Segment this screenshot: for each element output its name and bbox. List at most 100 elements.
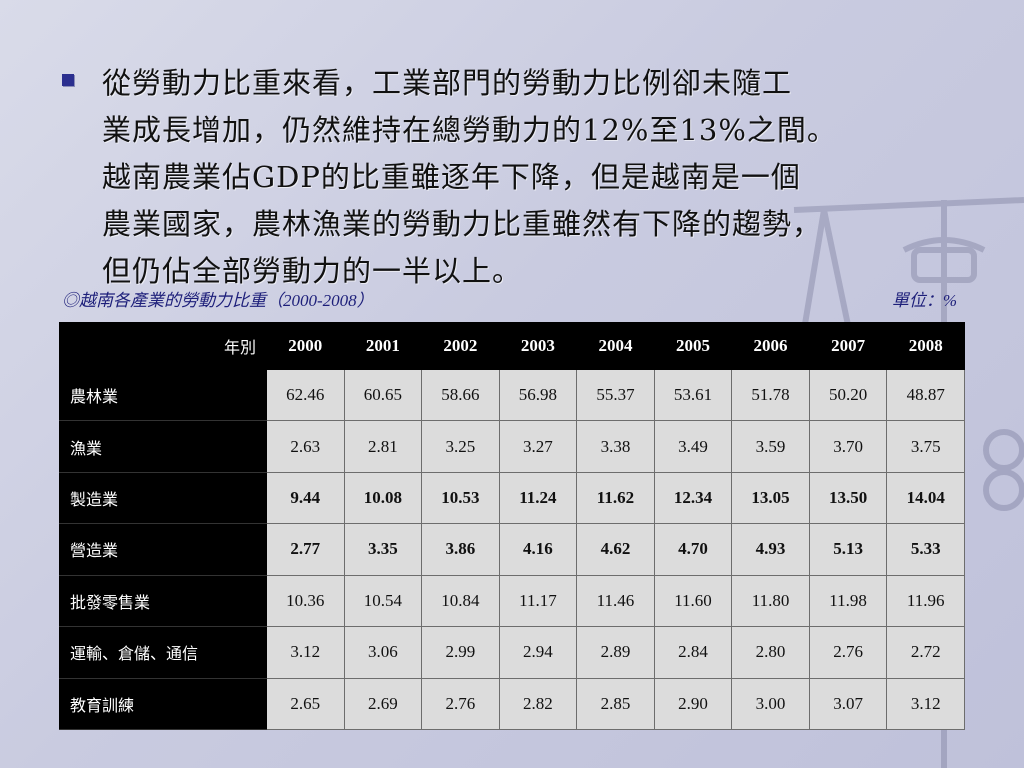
table-cell: 50.20 xyxy=(808,368,888,422)
table-cell: 56.98 xyxy=(498,368,578,422)
table-cell: 2.65 xyxy=(266,677,345,731)
unit-label: 單位：% xyxy=(891,291,957,310)
table-cell: 11.46 xyxy=(576,574,655,628)
bullet-line: 從勞動力比重來看，工業部門的勞動力比例卻未隨工 xyxy=(102,66,793,100)
year-header: 2005 xyxy=(653,322,733,370)
table-cell: 13.50 xyxy=(808,471,888,525)
table-cell: 3.70 xyxy=(808,420,888,473)
table-cell: 51.78 xyxy=(731,368,810,422)
labor-share-table: 年別 2000 2001 2002 2003 2004 2005 2006 20… xyxy=(59,322,965,731)
table-cell: 3.06 xyxy=(343,626,423,679)
table-cell: 2.72 xyxy=(886,626,965,679)
table-cell: 12.34 xyxy=(653,471,733,525)
table-cell: 3.59 xyxy=(731,420,810,473)
table-cell: 11.24 xyxy=(498,471,578,525)
row-label: 製造業 xyxy=(59,471,267,525)
header-row: 年別 2000 2001 2002 2003 2004 2005 2006 20… xyxy=(59,322,965,370)
table-cell: 3.25 xyxy=(421,420,500,473)
bullet-line: 但仍佔全部勞動力的一半以上。 xyxy=(102,254,523,288)
table-row: 農林業 62.46 60.65 58.66 56.98 55.37 53.61 51.78 50… xyxy=(59,368,965,422)
row-label: 營造業 xyxy=(59,523,267,576)
year-header: 2007 xyxy=(808,322,888,370)
table-cell: 3.07 xyxy=(808,677,888,731)
table-cell: 2.76 xyxy=(421,677,500,731)
table-cell: 10.08 xyxy=(343,471,423,525)
table-cell: 3.35 xyxy=(343,523,423,576)
table-cell: 2.81 xyxy=(343,420,423,473)
year-header: 2008 xyxy=(886,322,965,370)
table-cell: 10.53 xyxy=(421,471,500,525)
bullet-line: 農業國家，農林漁業的勞動力比重雖然有下降的趨勢， xyxy=(102,207,823,241)
table-cell: 62.46 xyxy=(266,368,345,422)
table-cell: 3.12 xyxy=(266,626,345,679)
table-cell: 58.66 xyxy=(421,368,500,422)
table-cell: 3.49 xyxy=(653,420,733,473)
table-cell: 10.36 xyxy=(266,574,345,628)
table-cell: 4.70 xyxy=(653,523,733,576)
table-caption: ◎越南各產業的勞動力比重（2000-2008） 單位：% xyxy=(62,286,957,312)
table-cell: 10.54 xyxy=(343,574,423,628)
year-header: 2002 xyxy=(421,322,500,370)
table-cell: 9.44 xyxy=(266,471,345,525)
table-cell: 11.80 xyxy=(731,574,810,628)
row-label: 教育訓練 xyxy=(59,677,267,731)
row-label: 漁業 xyxy=(59,420,267,473)
table-cell: 4.93 xyxy=(731,523,810,576)
table-cell: 13.05 xyxy=(731,471,810,525)
table-cell: 3.00 xyxy=(731,677,810,731)
table-cell: 3.86 xyxy=(421,523,500,576)
table-cell: 60.65 xyxy=(343,368,423,422)
table-cell: 11.96 xyxy=(886,574,965,628)
table-cell: 5.33 xyxy=(886,523,965,576)
table-cell: 53.61 xyxy=(653,368,733,422)
table-cell: 2.77 xyxy=(266,523,345,576)
table-title: ◎越南各產業的勞動力比重（2000-2008） xyxy=(62,291,374,310)
bullet-square-icon xyxy=(62,74,74,86)
table-cell: 11.98 xyxy=(808,574,888,628)
table-cell: 48.87 xyxy=(886,368,965,422)
bullet-paragraph: 從勞動力比重來看，工業部門的勞動力比例卻未隨工 業成長增加，仍然維持在總勞動力的… xyxy=(62,60,962,295)
table-cell: 4.16 xyxy=(498,523,578,576)
table-row: 製造業 9.44 10.08 10.53 11.24 11.62 12.34 13.05 13.… xyxy=(59,471,965,525)
year-header-label: 年別 xyxy=(59,322,267,370)
table-cell: 55.37 xyxy=(576,368,655,422)
table-cell: 11.62 xyxy=(576,471,655,525)
table-cell: 2.94 xyxy=(498,626,578,679)
table-cell: 2.84 xyxy=(653,626,733,679)
table-cell: 2.63 xyxy=(266,420,345,473)
year-header: 2004 xyxy=(576,322,655,370)
table-cell: 3.38 xyxy=(576,420,655,473)
table-cell: 3.75 xyxy=(886,420,965,473)
table-cell: 2.90 xyxy=(653,677,733,731)
table-body: 農林業 62.46 60.65 58.66 56.98 55.37 53.61 51.78 50… xyxy=(59,368,965,731)
table-cell: 14.04 xyxy=(886,471,965,525)
row-label: 農林業 xyxy=(59,368,267,422)
table-cell: 2.80 xyxy=(731,626,810,679)
year-header: 2000 xyxy=(266,322,345,370)
table-cell: 2.99 xyxy=(421,626,500,679)
table-cell: 3.27 xyxy=(498,420,578,473)
year-header: 2006 xyxy=(731,322,810,370)
table-row: 營造業 2.77 3.35 3.86 4.16 4.62 4.70 4.93 5.13 5.33 xyxy=(59,523,965,576)
table-cell: 2.82 xyxy=(498,677,578,731)
table-cell: 2.69 xyxy=(343,677,423,731)
table-cell: 3.12 xyxy=(886,677,965,731)
table-cell: 11.17 xyxy=(498,574,578,628)
table-cell: 5.13 xyxy=(808,523,888,576)
year-header: 2001 xyxy=(343,322,423,370)
table-cell: 4.62 xyxy=(576,523,655,576)
table-cell: 11.60 xyxy=(653,574,733,628)
table-cell: 2.85 xyxy=(576,677,655,731)
table-row: 漁業 2.63 2.81 3.25 3.27 3.38 3.49 3.59 3.70 3.75 xyxy=(59,420,965,473)
row-label: 運輸、倉儲、通信 xyxy=(59,626,267,679)
table-cell: 10.84 xyxy=(421,574,500,628)
bullet-line: 越南農業佔GDP的比重雖逐年下降，但是越南是一個 xyxy=(102,160,801,194)
bullet-line: 業成長增加，仍然維持在總勞動力的12%至13%之間。 xyxy=(102,113,837,147)
year-header: 2003 xyxy=(498,322,578,370)
table-cell: 2.76 xyxy=(808,626,888,679)
table-row: 運輸、倉儲、通信 3.12 3.06 2.99 2.94 2.89 2.84 2.80 2.76… xyxy=(59,626,965,679)
row-label: 批發零售業 xyxy=(59,574,267,628)
table-cell: 2.89 xyxy=(576,626,655,679)
table-row: 批發零售業 10.36 10.54 10.84 11.17 11.46 11.60 11.80… xyxy=(59,574,965,628)
bullet-text: 從勞動力比重來看，工業部門的勞動力比例卻未隨工 業成長增加，仍然維持在總勞動力的… xyxy=(102,60,962,295)
